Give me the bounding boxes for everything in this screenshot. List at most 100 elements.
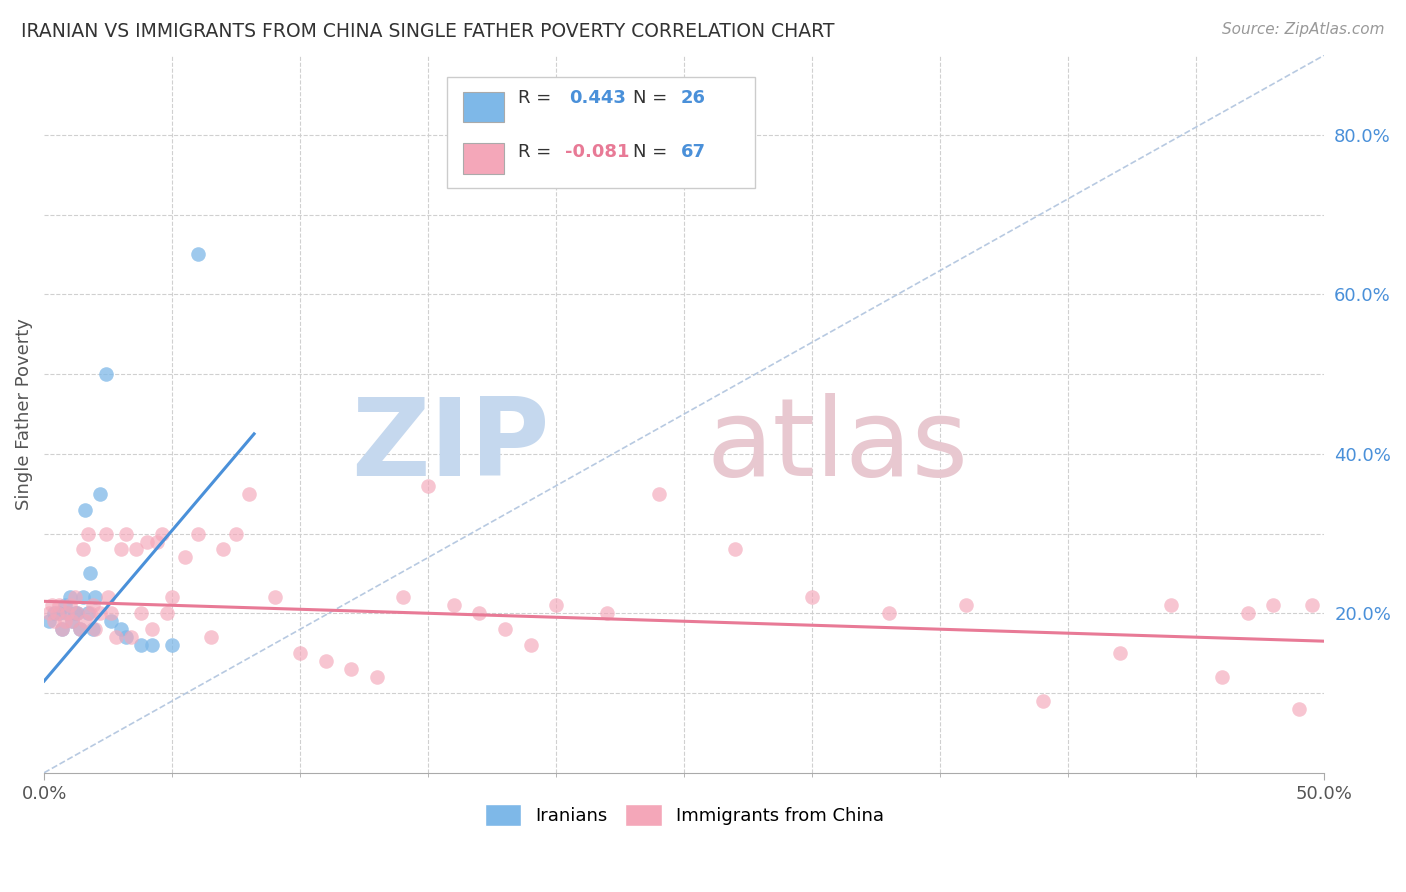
Text: N =: N = (633, 143, 673, 161)
Point (174, 550, 197, 565)
Text: N =: N = (633, 89, 673, 107)
Point (468, 607, 491, 621)
Point (418, 479, 440, 493)
Point (79, 566, 101, 581)
Text: R =: R = (517, 89, 557, 107)
Point (48, 607, 70, 621)
Point (53, 599, 76, 613)
Text: atlas: atlas (707, 393, 969, 500)
Point (66, 607, 89, 621)
Text: 26: 26 (681, 89, 706, 107)
Point (69, 622, 91, 636)
Point (160, 638, 183, 652)
Y-axis label: Single Father Poverty: Single Father Poverty (15, 318, 32, 510)
Point (125, 542, 148, 557)
Point (72, 542, 94, 557)
Point (724, 542, 747, 557)
Point (141, 638, 163, 652)
Point (110, 542, 132, 557)
Point (877, 607, 900, 621)
Bar (463, 144, 503, 174)
Point (212, 542, 235, 557)
Legend: Iranians, Immigrants from China: Iranians, Immigrants from China (475, 796, 893, 836)
Point (955, 599, 977, 613)
Text: ZIP: ZIP (352, 393, 550, 500)
Point (84, 591, 107, 605)
Point (84, 622, 107, 636)
Point (1160, 599, 1182, 613)
Point (89, 486, 111, 500)
Point (141, 622, 163, 636)
Point (94, 367, 117, 381)
Point (69, 622, 91, 636)
Point (48, 599, 70, 613)
Point (1288, 702, 1310, 716)
Point (1236, 607, 1258, 621)
Point (38, 607, 60, 621)
Point (100, 614, 122, 628)
Point (519, 638, 541, 652)
Point (1108, 646, 1130, 660)
Text: IRANIAN VS IMMIGRANTS FROM CHINA SINGLE FATHER POVERTY CORRELATION CHART: IRANIAN VS IMMIGRANTS FROM CHINA SINGLE … (21, 22, 835, 41)
Point (135, 534, 157, 549)
Point (443, 599, 465, 613)
Point (225, 526, 247, 541)
Point (56, 607, 79, 621)
Point (82, 599, 104, 613)
Point (104, 630, 127, 644)
Text: -0.081: -0.081 (565, 143, 630, 161)
Point (53, 614, 76, 628)
Point (315, 654, 337, 668)
Point (66, 607, 89, 621)
Point (63, 591, 86, 605)
Point (82, 622, 104, 636)
Point (38, 614, 60, 628)
Point (647, 486, 669, 500)
Point (94, 526, 117, 541)
Point (100, 607, 122, 621)
Point (51, 622, 73, 636)
Point (41, 599, 63, 613)
Point (76, 526, 98, 541)
Point (60, 614, 83, 628)
Point (72, 591, 94, 605)
Text: 67: 67 (681, 143, 706, 161)
Point (160, 591, 183, 605)
Point (238, 486, 260, 500)
Point (1211, 670, 1233, 684)
Point (56, 607, 79, 621)
Text: R =: R = (517, 143, 557, 161)
Point (156, 607, 179, 621)
Point (89, 607, 111, 621)
Point (200, 630, 222, 644)
Point (187, 526, 209, 541)
Point (801, 591, 824, 605)
Point (59, 591, 82, 605)
Point (75, 502, 97, 516)
Point (110, 622, 132, 636)
Point (79, 607, 101, 621)
Point (366, 670, 388, 684)
Point (44, 614, 66, 628)
Point (146, 534, 169, 549)
Point (187, 247, 209, 261)
Point (131, 607, 153, 621)
Point (263, 591, 285, 605)
Point (75, 614, 97, 628)
Text: 0.443: 0.443 (569, 89, 626, 107)
Point (51, 622, 73, 636)
Point (391, 591, 413, 605)
Point (150, 526, 173, 541)
FancyBboxPatch shape (447, 77, 755, 188)
Point (1301, 599, 1323, 613)
Point (115, 526, 138, 541)
Point (59, 599, 82, 613)
Point (596, 607, 619, 621)
Point (340, 662, 363, 676)
Bar (463, 92, 503, 122)
Point (494, 622, 516, 636)
Point (45, 607, 67, 621)
Text: Source: ZipAtlas.com: Source: ZipAtlas.com (1222, 22, 1385, 37)
Point (63, 607, 86, 621)
Point (288, 646, 311, 660)
